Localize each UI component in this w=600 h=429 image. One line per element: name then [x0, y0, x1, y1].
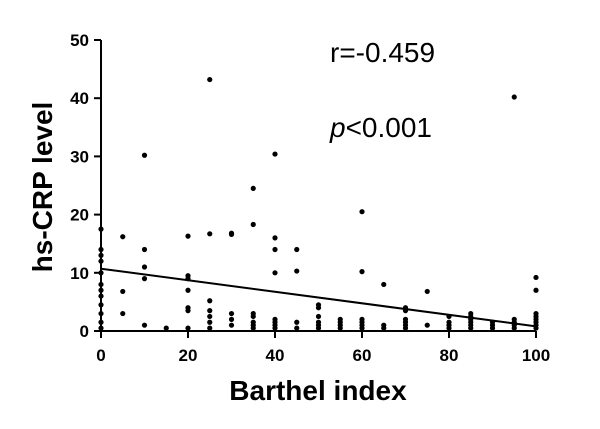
data-point: [207, 298, 213, 304]
p-value-letter: p: [329, 112, 346, 143]
data-point: [120, 234, 126, 240]
data-point: [272, 270, 278, 276]
data-point: [228, 231, 235, 237]
data-point: [315, 325, 322, 331]
data-point: [250, 313, 256, 320]
x-tick-label: 80: [440, 346, 459, 365]
data-point: [141, 264, 148, 270]
data-point: [185, 233, 191, 239]
regression-line: [100, 267, 537, 328]
data-point: [120, 310, 126, 317]
data-point: [250, 221, 256, 228]
data-point: [141, 246, 148, 253]
data-point: [185, 325, 191, 331]
data-point: [533, 287, 539, 293]
data-point: [207, 308, 213, 314]
data-point: [533, 274, 539, 281]
axis-ticks: 0 20 40 60 80 100 0 10 20 30 40 50: [70, 31, 550, 365]
data-point: [402, 325, 409, 331]
data-point: [294, 268, 300, 274]
data-point: [228, 310, 235, 317]
data-point: [359, 269, 365, 275]
x-tick-label: 0: [96, 346, 105, 365]
data-point: [207, 325, 213, 331]
x-tick-label: 40: [266, 346, 285, 365]
data-point: [511, 325, 517, 331]
data-point: [250, 185, 256, 192]
data-point: [315, 305, 322, 311]
p-value-threshold: <0.001: [346, 112, 432, 143]
data-point: [272, 325, 278, 331]
x-axis-title: Barthel index: [229, 375, 407, 406]
data-point: [185, 308, 191, 314]
data-point: [228, 322, 235, 328]
data-point: [141, 276, 148, 282]
data-point: [185, 287, 191, 293]
data-point: [207, 313, 213, 320]
p-value-text: p<0.001: [329, 112, 432, 143]
data-point: [141, 152, 148, 158]
x-tick-label: 20: [179, 346, 198, 365]
data-point: [359, 209, 365, 215]
data-point: [359, 325, 365, 331]
data-points: [98, 76, 539, 331]
data-point: [424, 288, 430, 295]
data-point: [446, 325, 452, 331]
data-point: [163, 325, 169, 331]
data-point: [250, 325, 256, 331]
y-tick-label: 10: [70, 264, 89, 283]
data-point: [337, 325, 343, 331]
data-point: [272, 151, 278, 157]
y-tick-label: 30: [70, 147, 89, 166]
data-point: [489, 325, 496, 331]
data-point: [207, 231, 213, 237]
data-point: [381, 281, 387, 288]
data-point: [294, 246, 300, 253]
correlation-text: r=-0.459: [330, 37, 435, 68]
data-point: [207, 76, 213, 83]
data-point: [315, 313, 322, 320]
data-point: [272, 246, 278, 253]
y-tick-label: 50: [70, 31, 89, 50]
data-point: [424, 322, 430, 328]
data-point: [141, 322, 148, 328]
data-point: [228, 316, 235, 322]
x-tick-label: 60: [353, 346, 372, 365]
y-tick-label: 0: [80, 322, 89, 341]
data-point: [120, 288, 126, 295]
data-point: [468, 325, 474, 331]
data-point: [272, 235, 278, 241]
data-point: [294, 325, 300, 331]
y-tick-label: 40: [70, 89, 89, 108]
x-tick-label: 100: [522, 346, 550, 365]
data-point: [207, 319, 213, 325]
y-tick-label: 20: [70, 206, 89, 225]
y-axis-title: hs-CRP level: [27, 102, 58, 273]
data-point: [294, 319, 300, 325]
data-point: [381, 325, 387, 331]
data-point: [511, 94, 517, 100]
